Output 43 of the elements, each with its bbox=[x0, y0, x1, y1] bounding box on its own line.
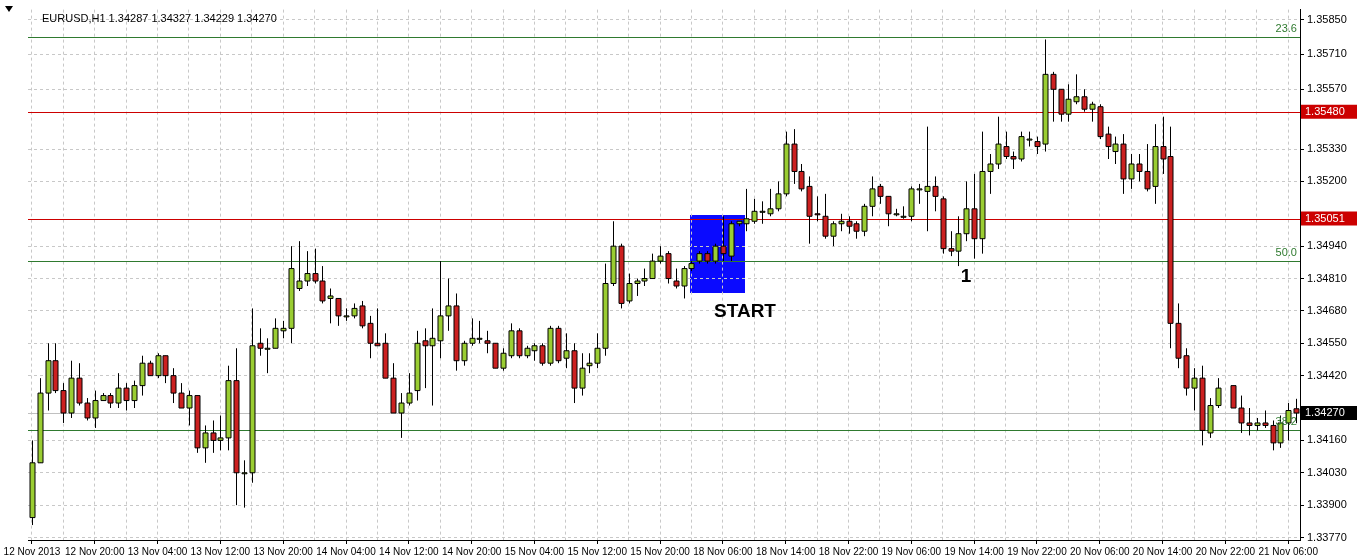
x-tick-label: 20 Nov 22:00 bbox=[1195, 545, 1256, 557]
y-tick-label: 1.34810 bbox=[1307, 271, 1347, 284]
annotation: START bbox=[714, 300, 777, 322]
x-tick-label: 12 Nov 2013 bbox=[3, 545, 61, 557]
chart-title: EURUSD,H1 1.34287 1.34327 1.34229 1.34270 bbox=[42, 11, 277, 24]
x-tick-label: 18 Nov 14:00 bbox=[755, 545, 816, 557]
x-tick-label: 13 Nov 04:00 bbox=[127, 545, 188, 557]
y-tick-label: 1.34160 bbox=[1307, 433, 1347, 446]
x-tick-label: 14 Nov 20:00 bbox=[441, 545, 502, 557]
y-tick-label: 1.35570 bbox=[1307, 82, 1347, 95]
ref-line-label: 1.35051 bbox=[1305, 211, 1345, 224]
y-tick-label: 1.33770 bbox=[1307, 530, 1347, 543]
x-tick-label: 20 Nov 06:00 bbox=[1070, 545, 1130, 557]
x-tick-label: 12 Nov 20:00 bbox=[64, 545, 125, 557]
x-tick-label: 19 Nov 22:00 bbox=[1007, 545, 1068, 557]
y-tick-label: 1.35200 bbox=[1307, 174, 1347, 187]
x-tick-label: 21 Nov 06:00 bbox=[1258, 545, 1319, 557]
x-tick-label: 13 Nov 20:00 bbox=[253, 545, 314, 557]
x-tick-label: 19 Nov 14:00 bbox=[944, 545, 1005, 557]
annotation: 1 bbox=[960, 265, 972, 287]
x-tick-label: 15 Nov 12:00 bbox=[567, 545, 628, 557]
y-tick-label: 1.34030 bbox=[1307, 465, 1347, 478]
y-tick-label: 1.35330 bbox=[1307, 142, 1347, 155]
x-tick-label: 19 Nov 06:00 bbox=[881, 545, 942, 557]
y-tick-label: 1.35850 bbox=[1307, 12, 1347, 25]
ref-line-label: 1.34270 bbox=[1305, 406, 1345, 419]
x-tick-label: 20 Nov 14:00 bbox=[1132, 545, 1193, 557]
y-tick-label: 1.33900 bbox=[1307, 498, 1347, 511]
x-tick-label: 14 Nov 04:00 bbox=[316, 545, 377, 557]
y-tick-label: 1.34550 bbox=[1307, 336, 1347, 349]
y-tick-label: 1.35710 bbox=[1307, 47, 1347, 60]
x-tick-label: 15 Nov 04:00 bbox=[504, 545, 565, 557]
x-tick-label: 18 Nov 22:00 bbox=[818, 545, 879, 557]
ref-line-label: 1.35480 bbox=[1305, 104, 1345, 117]
x-tick-label: 15 Nov 20:00 bbox=[630, 545, 691, 557]
y-tick-label: 1.34420 bbox=[1307, 368, 1347, 381]
x-tick-label: 14 Nov 12:00 bbox=[379, 545, 439, 557]
y-tick-label: 1.34680 bbox=[1307, 303, 1347, 316]
annotation: 23.6 bbox=[1275, 21, 1297, 34]
annotation: 50.0 bbox=[1275, 245, 1297, 258]
x-tick-label: 18 Nov 06:00 bbox=[693, 545, 754, 557]
x-tick-label: 13 Nov 12:00 bbox=[190, 545, 251, 557]
y-tick-label: 1.34940 bbox=[1307, 239, 1347, 252]
